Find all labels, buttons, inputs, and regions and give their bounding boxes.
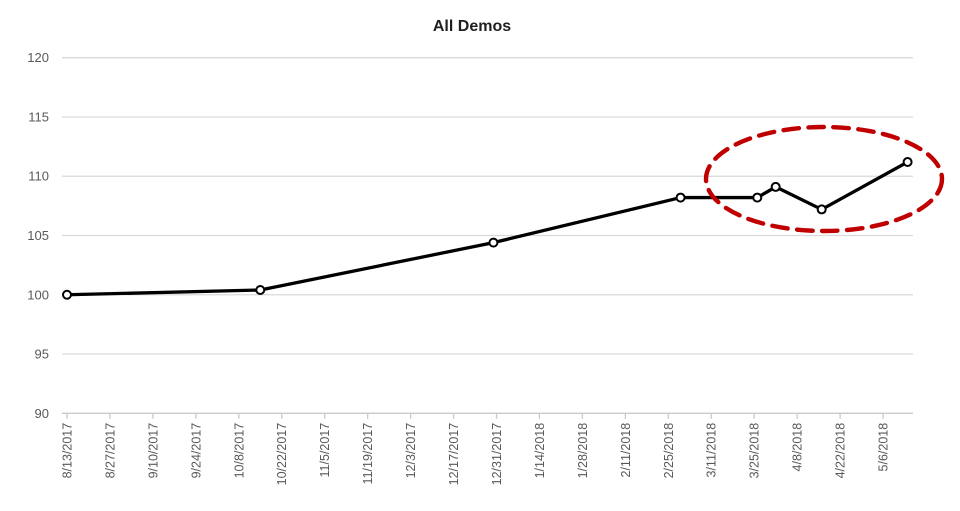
x-tick-label: 1/28/2018 bbox=[576, 423, 590, 479]
y-tick-label: 90 bbox=[35, 406, 49, 421]
gridlines bbox=[62, 57, 913, 414]
x-tick-label: 8/27/2017 bbox=[103, 423, 117, 479]
x-tick-label: 11/19/2017 bbox=[361, 423, 375, 485]
x-tick-label: 4/8/2018 bbox=[791, 423, 805, 472]
x-tick-label: 4/22/2018 bbox=[834, 423, 848, 479]
data-point-marker bbox=[752, 192, 763, 203]
x-tick-label: 3/11/2018 bbox=[705, 423, 719, 478]
x-tick-label: 9/10/2017 bbox=[146, 423, 160, 479]
data-line bbox=[65, 160, 910, 297]
y-tick-label: 110 bbox=[28, 169, 49, 184]
data-point-marker bbox=[770, 181, 781, 192]
y-tick-label: 120 bbox=[27, 50, 49, 65]
x-tick-label: 12/17/2017 bbox=[447, 423, 461, 486]
x-tick-label: 2/11/2018 bbox=[619, 423, 633, 478]
chart-title: All Demos bbox=[433, 18, 511, 35]
data-point-marker bbox=[675, 192, 686, 203]
x-axis-labels: 8/13/2017 8/27/2017 9/10/2017 9/24/2017 10/8… bbox=[61, 423, 891, 486]
data-series bbox=[62, 157, 913, 300]
data-point-marker bbox=[902, 157, 913, 168]
y-tick-label: 115 bbox=[28, 109, 49, 124]
x-tick-label: 2/25/2018 bbox=[662, 423, 676, 479]
x-tick-label: 11/5/2017 bbox=[318, 423, 332, 478]
x-tick-label: 8/13/2017 bbox=[61, 423, 75, 479]
x-tick-label: 3/25/2018 bbox=[748, 423, 762, 479]
data-point-marker bbox=[488, 237, 499, 248]
x-tick-label: 9/24/2017 bbox=[189, 423, 203, 479]
data-point-marker bbox=[62, 289, 72, 300]
highlight-ellipse bbox=[703, 124, 945, 234]
y-axis-labels: 90 95 100 105 110 115 120 bbox=[27, 50, 49, 421]
x-tick-label: 12/31/2017 bbox=[490, 423, 504, 486]
x-tick-label: 10/8/2017 bbox=[232, 423, 246, 479]
x-tick-label: 5/6/2018 bbox=[877, 423, 891, 472]
x-tick-label: 10/22/2017 bbox=[275, 423, 289, 486]
y-tick-label: 105 bbox=[27, 228, 49, 243]
y-tick-label: 100 bbox=[27, 287, 49, 302]
data-point-marker bbox=[255, 285, 266, 296]
data-point-marker bbox=[816, 204, 827, 215]
x-axis-ticks bbox=[66, 413, 884, 419]
y-tick-label: 95 bbox=[35, 347, 49, 362]
highlight-annotation bbox=[703, 124, 945, 234]
x-tick-label: 12/3/2017 bbox=[404, 423, 418, 479]
x-tick-label: 1/14/2018 bbox=[533, 423, 547, 479]
